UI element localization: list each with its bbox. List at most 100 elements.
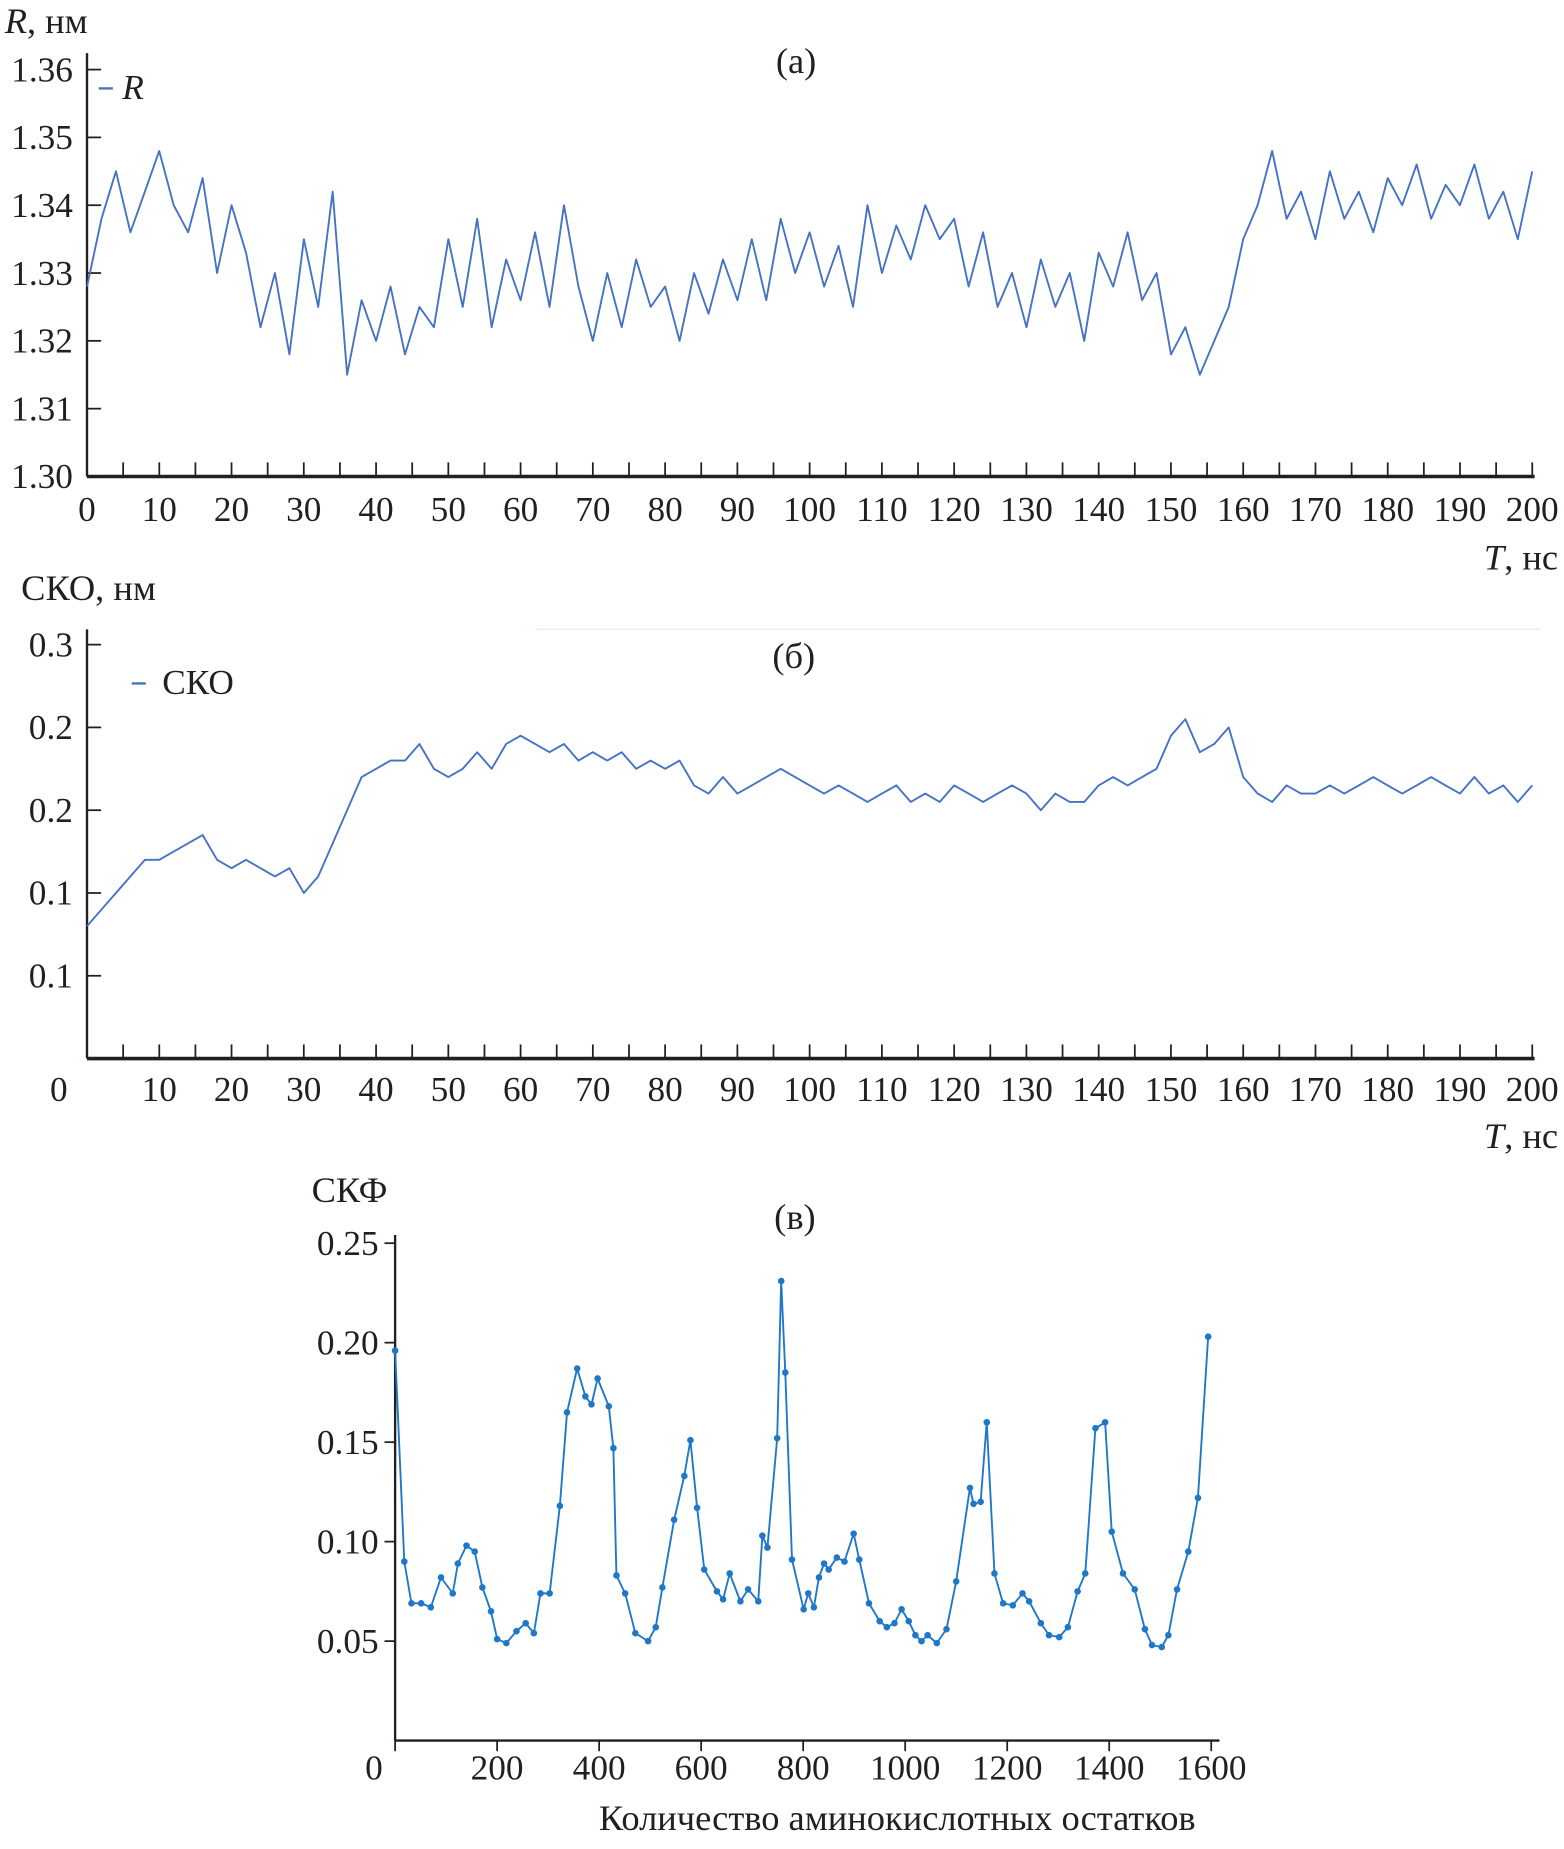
data-point [1064, 1623, 1072, 1631]
x-tick-label: 80 [647, 490, 682, 529]
y-tick-label: 0.2 [29, 708, 73, 747]
data-point [782, 1369, 789, 1376]
data-point [610, 1444, 617, 1452]
data-point [487, 1607, 495, 1615]
x-tick-label: 0 [78, 490, 96, 529]
data-point [777, 1277, 785, 1285]
data-point [773, 1434, 781, 1442]
x-tick-label: 10 [142, 1070, 177, 1109]
data-point [1081, 1570, 1089, 1577]
data-point [1204, 1333, 1212, 1340]
data-point [463, 1542, 470, 1549]
x-tick-label: 190 [1434, 490, 1487, 529]
data-point [537, 1590, 544, 1597]
data-point [401, 1558, 408, 1565]
data-point [726, 1570, 734, 1577]
data-point [1194, 1494, 1202, 1502]
x-tick-label: 150 [1144, 1070, 1197, 1109]
data-point [1131, 1586, 1139, 1593]
x-tick-label: 50 [431, 1070, 466, 1109]
data-point [943, 1625, 950, 1633]
data-point [391, 1347, 399, 1354]
x-tick-label: 80 [647, 1070, 682, 1109]
data-point [1165, 1631, 1172, 1639]
data-point [1037, 1619, 1045, 1627]
x-tick-label: 1600 [1176, 1748, 1247, 1787]
data-point [1009, 1602, 1017, 1609]
panel-c-x-axis-label: Количество аминокислотных остатков [599, 1798, 1196, 1838]
data-point [983, 1418, 991, 1426]
y-tick-label: 1.36 [11, 50, 73, 89]
data-series-line [86, 150, 1534, 376]
data-point [713, 1588, 721, 1595]
data-point [855, 1556, 863, 1563]
x-tick-label: 1200 [972, 1748, 1043, 1787]
panel-c-y-axis-label: СКФ [312, 1170, 388, 1210]
data-point [687, 1436, 694, 1444]
data-point [621, 1590, 629, 1597]
y-tick-label: 0.25 [317, 1224, 379, 1263]
y-tick-label: 0.3 [29, 625, 73, 664]
x-tick-label: 0 [50, 1070, 68, 1109]
data-point [700, 1566, 708, 1573]
x-tick-label: 130 [1000, 1070, 1053, 1109]
x-tick-label: 0 [365, 1748, 383, 1787]
y-tick-label: 1.32 [11, 322, 73, 361]
data-point [825, 1566, 832, 1573]
data-point [693, 1504, 701, 1512]
data-point [788, 1556, 796, 1563]
data-point [563, 1409, 571, 1416]
data-point [513, 1627, 520, 1635]
data-point [754, 1598, 762, 1605]
panel-a-legend-label: R [121, 68, 144, 107]
panel-b-label: (б) [772, 636, 815, 676]
x-tick-label: 140 [1072, 1070, 1125, 1109]
data-point [737, 1598, 744, 1605]
data-point [1045, 1631, 1053, 1639]
y-tick-label: 0.20 [317, 1323, 379, 1362]
y-tick-label: 0.2 [29, 791, 73, 830]
y-tick-label: 1.34 [11, 186, 73, 225]
data-point [810, 1604, 818, 1611]
x-tick-label: 120 [928, 490, 981, 529]
data-point [1055, 1633, 1063, 1641]
x-tick-label: 600 [675, 1748, 728, 1787]
x-tick-label: 200 [1506, 490, 1559, 529]
x-tick-label: 170 [1289, 1070, 1342, 1109]
data-point [613, 1572, 620, 1579]
data-point [933, 1639, 941, 1647]
data-point [744, 1586, 752, 1593]
data-point [1119, 1570, 1127, 1577]
x-tick-label: 90 [720, 1070, 755, 1109]
data-point [918, 1637, 925, 1645]
data-point [1141, 1625, 1149, 1633]
data-point [952, 1578, 960, 1585]
data-point [681, 1472, 688, 1480]
data-point [588, 1401, 595, 1408]
data-point [820, 1560, 828, 1567]
data-point [966, 1484, 974, 1492]
data-point [493, 1635, 501, 1643]
panel-a-x-axis-label: T, нс [1484, 537, 1558, 577]
data-point [471, 1548, 478, 1555]
panel-b-legend-label: СКО [162, 663, 234, 702]
data-point [605, 1403, 613, 1410]
panel-c-chart: СКФ (в) Количество аминокислотных остатк… [312, 1170, 1247, 1838]
data-point [999, 1600, 1007, 1607]
data-point [417, 1600, 425, 1607]
data-point [644, 1637, 652, 1645]
data-point [652, 1623, 660, 1631]
x-tick-label: 70 [575, 1070, 610, 1109]
x-tick-label: 400 [573, 1748, 626, 1787]
x-tick-label: 60 [503, 1070, 538, 1109]
data-point [719, 1596, 727, 1603]
x-tick-label: 70 [575, 490, 610, 529]
data-point [594, 1375, 601, 1382]
data-point [1158, 1643, 1166, 1651]
data-point [546, 1590, 553, 1597]
y-tick-label: 0.1 [29, 957, 73, 996]
y-tick-label: 0.05 [317, 1622, 379, 1661]
data-point [1092, 1424, 1099, 1432]
data-point [850, 1530, 857, 1537]
